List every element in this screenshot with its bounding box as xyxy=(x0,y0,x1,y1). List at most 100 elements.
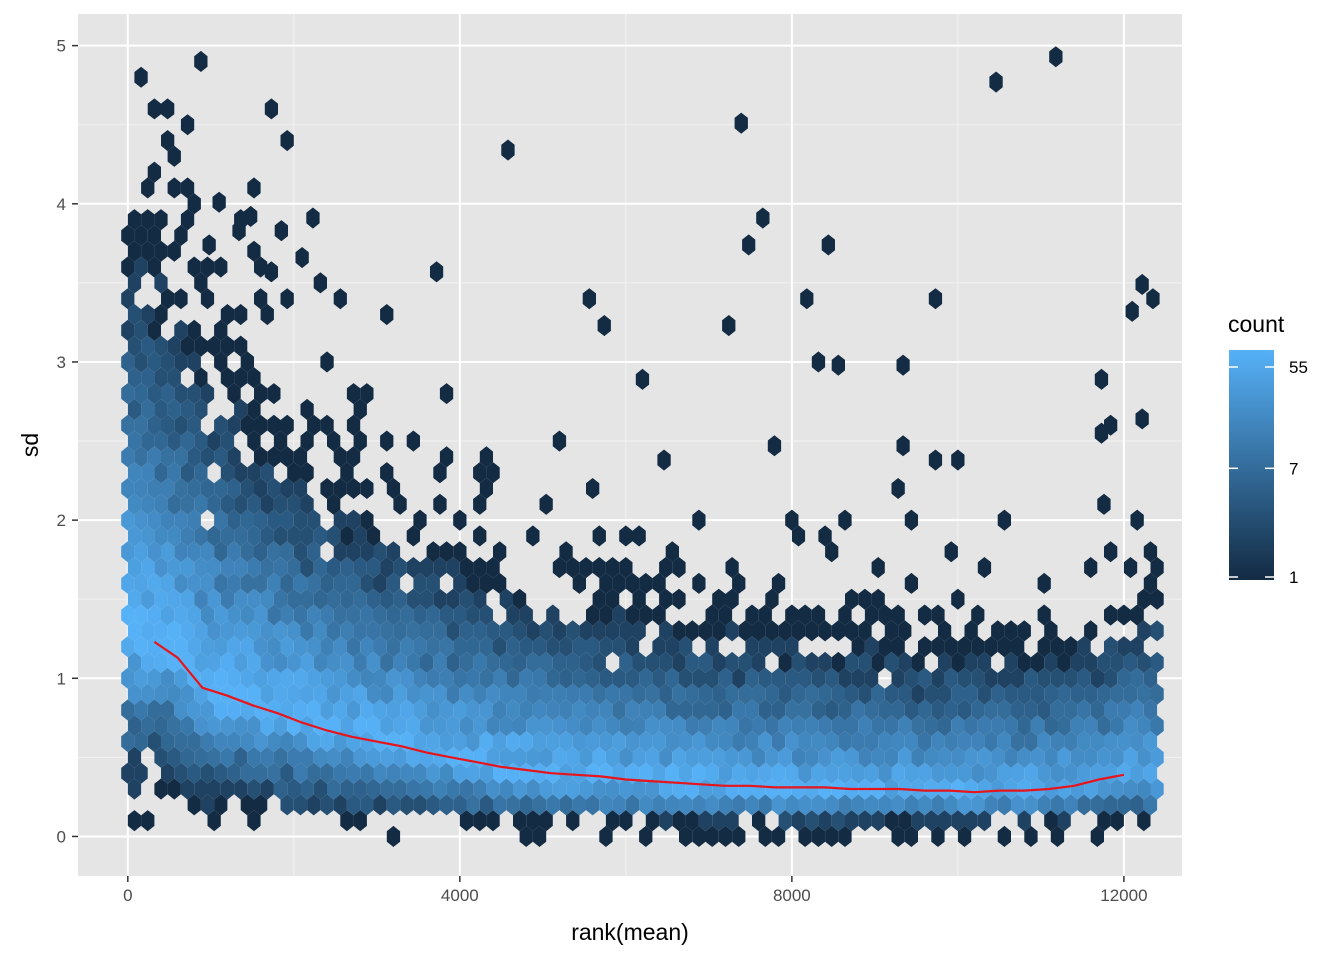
hex-cell xyxy=(227,762,241,784)
hex-cell xyxy=(340,778,354,800)
hex-cell xyxy=(1011,762,1025,784)
hex-cell xyxy=(811,762,826,784)
hex-cell xyxy=(712,778,726,800)
hex-cell xyxy=(134,224,148,246)
hex-cell xyxy=(884,810,899,832)
hex-cell xyxy=(705,636,719,658)
hex-cell xyxy=(433,588,447,610)
hex-cell xyxy=(944,667,958,689)
hex-cell xyxy=(1104,636,1118,658)
hex-cell xyxy=(254,604,268,626)
hex-cell xyxy=(353,620,367,642)
hex-cell xyxy=(141,683,155,705)
hex-cell xyxy=(353,557,367,579)
hex-cell xyxy=(479,636,493,658)
hex-cell xyxy=(539,493,553,515)
hex-cell xyxy=(612,731,626,753)
hex-cell xyxy=(473,778,487,800)
hex-cell xyxy=(307,794,321,816)
hex-cell xyxy=(386,541,401,563)
hex-cell xyxy=(247,240,261,262)
hex-cell xyxy=(360,572,374,594)
hex-cell xyxy=(426,731,440,753)
hex-cell xyxy=(1117,699,1131,721)
hex-cell xyxy=(1104,699,1118,721)
hex-cell xyxy=(944,541,958,563)
hex-cell xyxy=(141,367,155,389)
hex-cell xyxy=(360,509,374,531)
hex-cell xyxy=(167,145,181,167)
hex-cell xyxy=(825,794,839,816)
hex-cell xyxy=(878,699,892,721)
hex-cell xyxy=(127,683,142,705)
hex-cell xyxy=(858,683,872,705)
hex-cell xyxy=(400,667,414,689)
hex-cell xyxy=(400,794,414,816)
hex-cell xyxy=(559,636,573,658)
hex-cell xyxy=(161,383,175,405)
hex-cell xyxy=(333,446,347,468)
hex-cell xyxy=(493,667,507,689)
hex-cell xyxy=(652,572,666,594)
hex-cell xyxy=(506,731,520,753)
hex-cell xyxy=(758,699,772,721)
hex-cell xyxy=(679,794,693,816)
hex-cell xyxy=(493,572,507,594)
hex-cell xyxy=(327,557,341,579)
hex-cell xyxy=(665,731,679,753)
hex-cell xyxy=(864,667,879,689)
hex-cell xyxy=(273,651,288,673)
hex-cell xyxy=(851,667,865,689)
hex-cell xyxy=(200,288,215,310)
hex-cell xyxy=(592,715,606,737)
hex-cell-outlier xyxy=(202,234,216,256)
hex-cell xyxy=(134,66,148,88)
hex-cell xyxy=(698,810,713,832)
hex-cell xyxy=(220,304,235,326)
hex-cell xyxy=(519,604,533,626)
hex-cell xyxy=(240,414,254,436)
hex-cell xyxy=(420,588,434,610)
hex-cell xyxy=(247,557,261,579)
hex-cell xyxy=(778,715,792,737)
hex-cell xyxy=(360,604,374,626)
hex-cell xyxy=(964,715,978,737)
hex-cell xyxy=(904,572,918,594)
hex-cell xyxy=(433,651,447,673)
hex-cell xyxy=(904,509,918,531)
hex-cell xyxy=(838,731,852,753)
hex-cell xyxy=(705,825,719,847)
hex-cell xyxy=(851,636,865,658)
hex-cell xyxy=(605,588,620,610)
hex-cell xyxy=(194,462,208,484)
hex-cell xyxy=(207,620,221,642)
hex-cell xyxy=(705,762,719,784)
hex-cell xyxy=(426,636,440,658)
hex-cell xyxy=(453,572,467,594)
hex-cell xyxy=(1004,620,1018,642)
hex-cell xyxy=(141,525,155,547)
hex-cell xyxy=(320,636,334,658)
hex-cell xyxy=(845,588,859,610)
hex-cell xyxy=(798,825,812,847)
hex-cell xyxy=(1077,636,1091,658)
hex-cell xyxy=(207,335,221,357)
hex-cell xyxy=(891,762,905,784)
hex-cell xyxy=(619,715,633,737)
hex-cell xyxy=(725,715,739,737)
hex-cell xyxy=(141,557,155,579)
hex-cell-outlier xyxy=(657,449,671,471)
hex-cell xyxy=(791,778,806,800)
hex-cell xyxy=(871,557,885,579)
hex-cell xyxy=(838,604,852,626)
hex-cell xyxy=(360,636,374,658)
hex-cell xyxy=(307,541,321,563)
hex-cell xyxy=(459,620,474,642)
hex-cell xyxy=(712,715,726,737)
hex-cell xyxy=(632,778,646,800)
hex-cell xyxy=(293,541,308,563)
hex-cell xyxy=(280,604,294,626)
hex-cell xyxy=(659,715,673,737)
hex-cell xyxy=(459,810,474,832)
